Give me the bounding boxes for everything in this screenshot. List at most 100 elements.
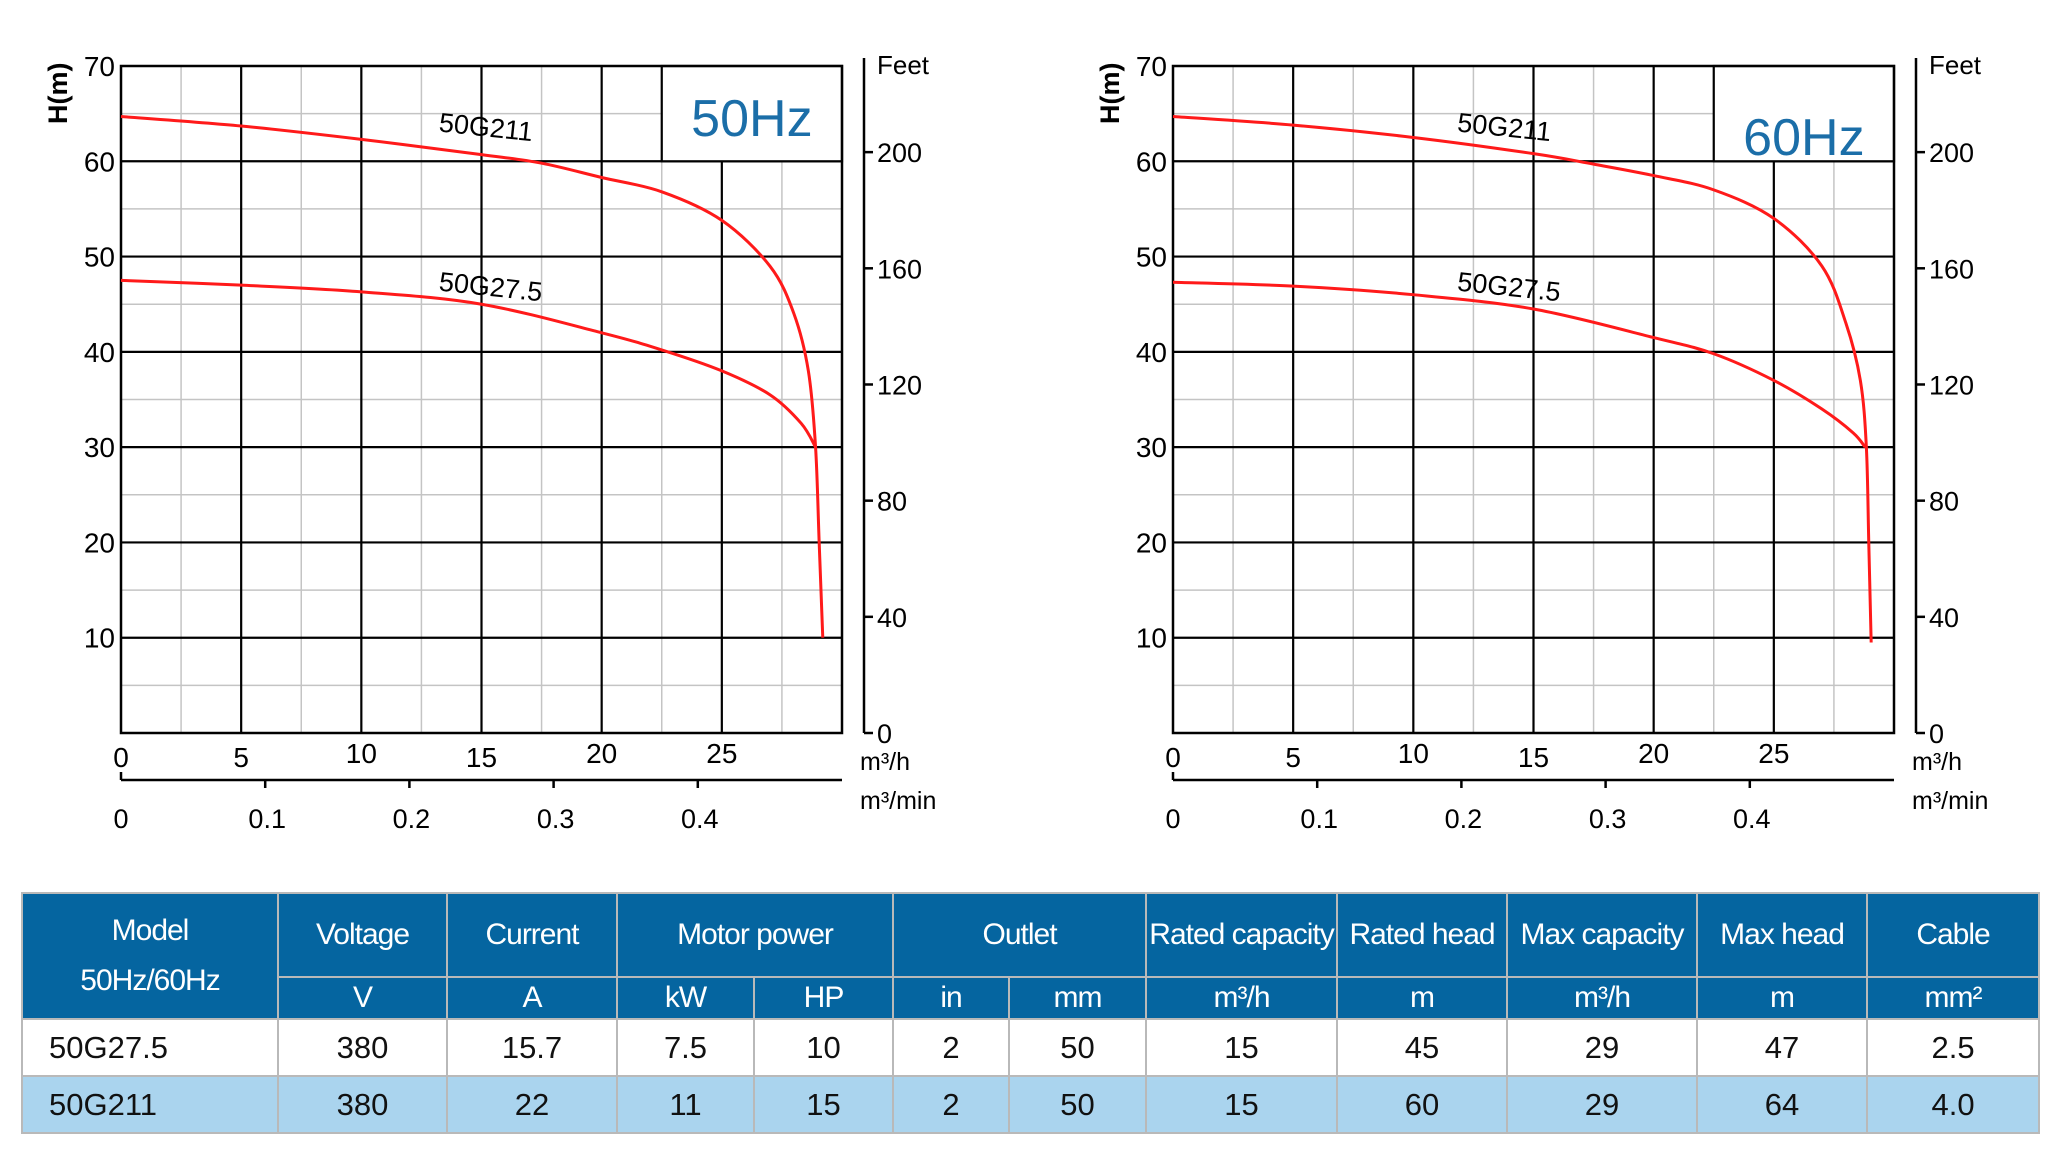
y-axis-label: H(m) <box>1095 63 1125 125</box>
table-cell: 15 <box>752 1075 895 1134</box>
unit-cell: HP <box>752 976 895 1020</box>
y-tick-label: 50 <box>84 242 115 273</box>
secondary-y-axis-label: Feet <box>877 50 930 80</box>
unit-cell: m <box>1336 976 1509 1020</box>
x-tick-label: 10 <box>1398 738 1429 769</box>
y-tick-label: 10 <box>1136 623 1167 654</box>
secondary-x-tick-label: 0 <box>1165 804 1180 834</box>
secondary-x-tick-label: 0.3 <box>537 804 575 834</box>
frequency-badge-box <box>660 64 844 163</box>
y-tick-label: 40 <box>84 337 115 368</box>
unit-cell: mm² <box>1866 976 2041 1020</box>
secondary-x-axis-label: m³/min <box>1912 787 1988 815</box>
y-axis-label: H(m) <box>43 63 73 125</box>
secondary-y-tick-label: 200 <box>877 138 922 168</box>
y-tick-label: 40 <box>1136 337 1167 368</box>
y-tick-label: 30 <box>84 432 115 463</box>
table-cell: 15.7 <box>446 1018 618 1077</box>
secondary-y-tick-label: 40 <box>877 603 907 633</box>
table-cell: 380 <box>277 1075 448 1134</box>
secondary-y-axis-label: Feet <box>1929 50 1982 80</box>
y-tick-label: 50 <box>1136 242 1167 273</box>
unit-cell: m³/h <box>1506 976 1699 1020</box>
secondary-x-tick-label: 0.2 <box>1445 804 1483 834</box>
header-model: Model 50Hz/60Hz <box>21 892 279 1020</box>
header-voltage: Voltage <box>277 892 448 978</box>
secondary-x-axis-label: m³/min <box>860 787 936 815</box>
header-rated-head: Rated head <box>1336 892 1509 978</box>
cell-model: 50G27.5 <box>21 1018 279 1077</box>
x-tick-label: 15 <box>466 742 497 773</box>
unit-cell: mm <box>1008 976 1148 1020</box>
y-tick-label: 10 <box>84 623 115 654</box>
curve-50g27-5 <box>120 278 817 448</box>
unit-cell: m³/h <box>1145 976 1339 1020</box>
table-cell: 50 <box>1008 1075 1148 1134</box>
table-cell: 50 <box>1008 1018 1148 1077</box>
x-tick-label: 25 <box>1758 738 1789 769</box>
secondary-y-tick-label: 120 <box>1929 370 1974 400</box>
table-cell: 11 <box>616 1075 755 1134</box>
secondary-y-tick-label: 40 <box>1929 603 1959 633</box>
table-cell: 7.5 <box>616 1018 755 1077</box>
header-max-head: Max head <box>1696 892 1869 978</box>
secondary-x-tick-label: 0.1 <box>248 804 286 834</box>
table-cell: 22 <box>446 1075 618 1134</box>
secondary-y-tick-label: 120 <box>877 370 922 400</box>
secondary-x-tick-label: 0.2 <box>393 804 431 834</box>
x-tick-label: 0 <box>1165 742 1181 773</box>
cell-model: 50G211 <box>21 1075 279 1134</box>
table-cell: 64 <box>1696 1075 1869 1134</box>
header-cable: Cable <box>1866 892 2041 978</box>
header-outlet: Outlet <box>892 892 1148 978</box>
secondary-y-tick-label: 0 <box>877 719 892 749</box>
x-tick-label: 15 <box>1518 742 1549 773</box>
secondary-x-tick-label: 0.4 <box>1733 804 1771 834</box>
table-cell: 2 <box>892 1018 1011 1077</box>
header-motor-power: Motor power <box>615 892 895 978</box>
x-tick-label: 25 <box>706 738 737 769</box>
y-tick-label: 70 <box>84 51 115 82</box>
table-cell: 2.5 <box>1866 1018 2041 1077</box>
secondary-x-tick-label: 0 <box>113 804 128 834</box>
y-tick-label: 30 <box>1136 432 1167 463</box>
x-tick-label: 0 <box>113 742 129 773</box>
secondary-y-tick-label: 0 <box>1929 719 1944 749</box>
x-tick-label: 5 <box>1285 742 1301 773</box>
header-rated-capacity: Rated capacity <box>1145 892 1339 978</box>
unit-cell: V <box>277 976 448 1020</box>
table-cell: 380 <box>277 1018 448 1077</box>
secondary-y-tick-label: 200 <box>1929 138 1974 168</box>
secondary-y-tick-label: 80 <box>1929 487 1959 517</box>
secondary-y-tick-label: 80 <box>877 487 907 517</box>
curve-50g211 <box>120 115 825 638</box>
unit-cell: m <box>1696 976 1869 1020</box>
table-cell: 29 <box>1506 1075 1699 1134</box>
plot-frame <box>119 64 844 735</box>
table-cell: 45 <box>1336 1018 1509 1077</box>
y-tick-label: 70 <box>1136 51 1167 82</box>
table-cell: 10 <box>752 1018 895 1077</box>
table-row: 50G27.5 380 15.7 7.5 10 2 50 15 45 29 47… <box>21 1018 2041 1077</box>
header-model-sub: 50Hz/60Hz <box>80 964 220 997</box>
table-cell: 47 <box>1696 1018 1869 1077</box>
plot-frame <box>1171 64 1896 735</box>
frequency-badge: 60Hz <box>1743 109 1864 167</box>
table-cell: 29 <box>1506 1018 1699 1077</box>
x-tick-label: 20 <box>586 738 617 769</box>
table-cell: 15 <box>1145 1018 1339 1077</box>
frequency-badge: 50Hz <box>691 90 812 148</box>
table-cell: 2 <box>892 1075 1011 1134</box>
curve-50g211 <box>1172 115 1873 643</box>
x-tick-label: 20 <box>1638 738 1669 769</box>
frequency-badge-box <box>1712 64 1896 163</box>
header-current: Current <box>446 892 618 978</box>
table-cell: 60 <box>1336 1075 1509 1134</box>
y-tick-label: 60 <box>1136 146 1167 177</box>
y-tick-label: 60 <box>84 146 115 177</box>
secondary-y-tick-label: 160 <box>1929 254 1974 284</box>
y-tick-label: 20 <box>1136 527 1167 558</box>
spec-table: Model 50Hz/60Hz Voltage Current Motor pow… <box>21 892 2041 1134</box>
